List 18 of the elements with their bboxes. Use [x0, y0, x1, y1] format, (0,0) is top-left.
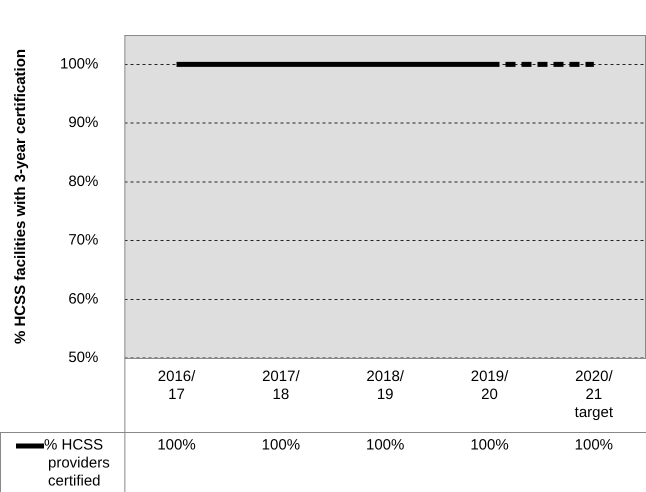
data-label: 100% [574, 436, 614, 454]
data-label: 100% [262, 436, 300, 454]
y-tick-label: 70% [68, 232, 98, 249]
x-tick-label: 2020/ 21 target [574, 368, 614, 422]
data-label: 100% [366, 436, 404, 454]
data-label: 100% [470, 436, 509, 454]
legend-label: % HCSS providers certified [44, 436, 110, 490]
y-tick-label: 100% [60, 56, 98, 73]
y-axis-title: % HCSS facilities with 3-year certification [12, 48, 30, 344]
data-label: 100% [157, 436, 196, 454]
x-tick-label: 2016/ 17 [158, 368, 196, 404]
x-tick-label: 2019/ 20 [470, 368, 510, 404]
y-tick-label: 90% [68, 114, 98, 132]
x-tick-label: 2017/ 18 [262, 368, 300, 404]
y-tick-label: 60% [68, 290, 98, 308]
x-tick-label: 2018/ 19 [366, 368, 405, 404]
y-tick-label: 50% [68, 349, 98, 366]
y-tick-label: 80% [68, 172, 98, 190]
